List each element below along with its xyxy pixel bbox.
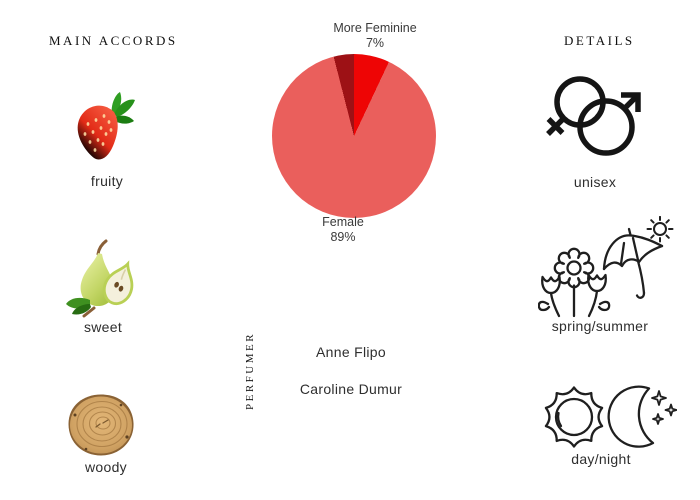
pie-chart: [272, 54, 436, 218]
pie-bottom-label-line1: Female: [322, 215, 364, 229]
strawberry-image: [68, 90, 136, 170]
pear-image: [60, 238, 144, 322]
wood-slice-image: [66, 393, 136, 457]
pie-bottom-label-line2: 89%: [330, 230, 356, 244]
accord-label-fruity: fruity: [90, 173, 124, 189]
detail-label-unisex: unisex: [573, 174, 617, 190]
detail-label-spring-summer: spring/summer: [551, 318, 649, 334]
details-title: DETAILS: [564, 33, 635, 48]
sun-moon-icon: [542, 384, 677, 450]
pie-top-label: More Feminine 7%: [295, 21, 455, 51]
detail-label-day-night: day/night: [571, 451, 631, 467]
perfumer-name-2: Caroline Dumur: [299, 381, 403, 397]
main-accords-title: MAIN ACCORDS: [49, 33, 178, 48]
pie-top-label-line1: More Feminine: [333, 21, 417, 35]
pie-bottom-label: Female 89%: [263, 215, 423, 245]
unisex-gender-icon: [540, 72, 644, 160]
perfumer-name-1: Anne Flipo: [316, 344, 386, 360]
pie-top-label-line2: 7%: [365, 36, 385, 50]
perfumer-title: PERFUMER: [244, 331, 256, 410]
flowers-umbrella-sun-icon: [538, 216, 678, 318]
accord-label-sweet: sweet: [83, 319, 123, 335]
accord-label-woody: woody: [85, 459, 127, 475]
